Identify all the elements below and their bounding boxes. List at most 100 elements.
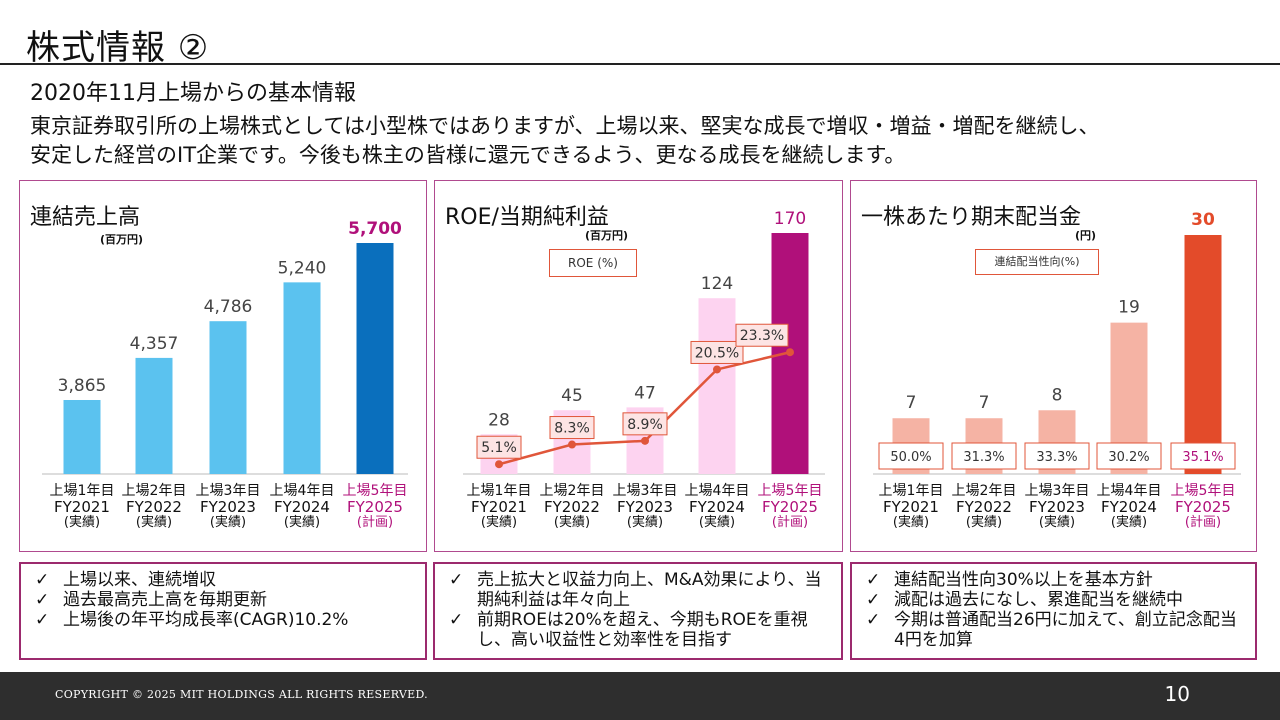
roe-category-line: 上場2年目 [539,483,605,499]
roe-category-line: 上場1年目 [466,483,532,499]
payout-ratio-label: 33.3% [1036,450,1077,465]
roe-category-line: 上場3年目 [612,483,678,499]
revenue-category-line: (実績) [63,515,101,530]
dividend-value-label: 7 [906,393,917,413]
roe-category-label: 上場2年目 FY2022 (実績) [535,483,609,531]
net-income-value-label: 45 [561,386,583,406]
note-item: ✓ 上場以来、連続増収 [35,570,415,590]
roe-category-label: 上場4年目 FY2024 (実績) [680,483,754,531]
roe-category-line: 上場5年目 [757,483,823,499]
revenue-category-line: (実績) [209,515,247,530]
note-item: ✓ 今期は普通配当26円に加えて、創立記念配当4円を加算 [866,610,1245,650]
roe-value-label: 23.3% [740,328,784,344]
roe-point [713,365,721,374]
revenue-category-label: 上場5年目 FY2025 (計画) [338,483,412,531]
note-text: 上場後の年平均成長率(CAGR)10.2% [63,610,349,630]
dividend-category-label: 上場1年目 FY2021 (実績) [874,483,948,531]
payout-ratio-box [878,442,944,470]
revenue-category-line: FY2024 [274,498,330,516]
revenue-value-label: 5,700 [348,219,402,239]
revenue-chart-title: 連結売上高 [30,205,141,230]
revenue-category-line: (実績) [135,515,173,530]
dividend-category-line: FY2024 [1101,498,1157,516]
roe-net-income-chart-title: ROE/当期純利益 [445,205,609,230]
dividend-category-line: 上場5年目 [1170,483,1236,499]
roe-value-label: 8.3% [554,421,590,437]
dividend-category-line: (実績) [1110,515,1148,530]
dividend-category-line: FY2023 [1029,498,1085,516]
revenue-chart-svg: 3,865 4,357 4,786 5,240 5,700 [42,219,408,475]
revenue-category-line: FY2025 [347,498,403,516]
dividend-value-label: 7 [979,393,990,413]
roe-label-box [622,412,668,436]
check-icon: ✓ [866,590,881,610]
payout-ratio-label: 31.3% [963,450,1004,465]
revenue-bar [63,399,101,474]
dividend-category-line: 上場1年目 [878,483,944,499]
dividend-category-line: FY2021 [883,498,939,516]
dividend-chart-title: 一株あたり期末配当金 [861,205,1082,230]
net-income-value-label: 47 [634,383,656,403]
roe-point [568,440,576,449]
revenue-bar [209,321,247,474]
net-income-bar [698,298,736,474]
roe-label-box [690,340,744,364]
roe-category-line: (実績) [480,515,518,530]
dividend-category-line: (実績) [1038,515,1076,530]
roe-label-box [735,323,789,347]
note-text: 減配は過去になし、累進配当を継続中 [894,590,1183,610]
dividend-category-label: 上場5年目 FY2025 (計画) [1166,483,1240,531]
dividend-category-line: (実績) [892,515,930,530]
check-icon: ✓ [866,610,881,630]
dividend-notes: ✓ 連結配当性向30%以上を基本方針 ✓ 減配は過去になし、累進配当を継続中 ✓ 今期は普… [850,562,1257,660]
copyright-text: COPYRIGHT © 2025 MIT HOLDINGS ALL RIGHTS… [55,688,428,701]
roe-category-line: (実績) [553,515,591,530]
slide-description: 東京証券取引所の上場株式としては小型株ではありますが、上場以来、堅実な成長で増収… [30,112,1100,170]
net-income-value-label: 170 [774,209,806,229]
note-text: 連結配当性向30%以上を基本方針 [894,570,1153,590]
dividend-value-label: 19 [1118,298,1140,318]
note-item: ✓ 上場後の年平均成長率(CAGR)10.2% [35,610,415,630]
note-item: ✓ 前期ROEは20%を超え、今期もROEを重視し、高い収益性と効率性を目指す [449,610,831,650]
revenue-bar [135,357,173,474]
revenue-category-line: 上場3年目 [195,483,261,499]
roe-category-line: FY2024 [689,498,745,516]
revenue-category-line: 上場2年目 [121,483,187,499]
title-rule [0,63,1280,65]
roe-net-income-chart-svg: 28 45 47 124 170 5.1% 8.3% 8.9% 20.5%23.3% [463,209,825,475]
dividend-category-line: 上場3年目 [1024,483,1090,499]
revenue-chart-panel: 3,865 4,357 4,786 5,240 5,700 連結売上高 (百万円) 上場… [19,180,427,552]
check-icon: ✓ [449,570,464,590]
note-text: 売上拡大と収益力向上、M&A効果により、当期純利益は年々向上 [477,570,822,610]
roe-category-label: 上場1年目 FY2021 (実績) [462,483,536,531]
dividend-chart-panel: 7 50.0% 7 31.3% 8 33.3% 19 30.2% 30 35.1% 一株あたり期末… [850,180,1257,552]
dividend-chart-svg: 7 50.0% 7 31.3% 8 33.3% 19 30.2% 30 35.1% [873,210,1241,475]
revenue-category-line: (計画) [356,515,394,530]
revenue-category-label: 上場1年目 FY2021 (実績) [45,483,119,531]
payout-ratio-box [1024,442,1090,470]
revenue-category-line: (実績) [283,515,321,530]
check-icon: ✓ [866,570,881,590]
dividend-category-label: 上場2年目 FY2022 (実績) [947,483,1021,531]
revenue-value-label: 4,357 [130,334,179,354]
payout-ratio-box [951,442,1017,470]
payout-ratio-legend: 連結配当性向(%) [975,249,1099,275]
payout-ratio-box [1096,442,1162,470]
note-text: 過去最高売上高を毎期更新 [63,590,267,610]
roe-category-line: FY2021 [471,498,527,516]
net-income-value-label: 28 [488,410,510,430]
note-item: ✓ 過去最高売上高を毎期更新 [35,590,415,610]
roe-category-label: 上場3年目 FY2023 (実績) [608,483,682,531]
revenue-category-line: 上場5年目 [342,483,408,499]
dividend-value-label: 8 [1052,385,1063,405]
revenue-category-line: FY2022 [126,498,182,516]
roe-category-label: 上場5年目 FY2025 (計画) [753,483,827,531]
roe-category-line: FY2023 [617,498,673,516]
revenue-value-label: 4,786 [204,297,253,317]
check-icon: ✓ [449,610,464,630]
revenue-category-line: FY2023 [200,498,256,516]
dividend-category-line: (計画) [1184,515,1222,530]
roe-category-line: (実績) [698,515,736,530]
dividend-category-line: (実績) [965,515,1003,530]
revenue-category-label: 上場3年目 FY2023 (実績) [191,483,265,531]
